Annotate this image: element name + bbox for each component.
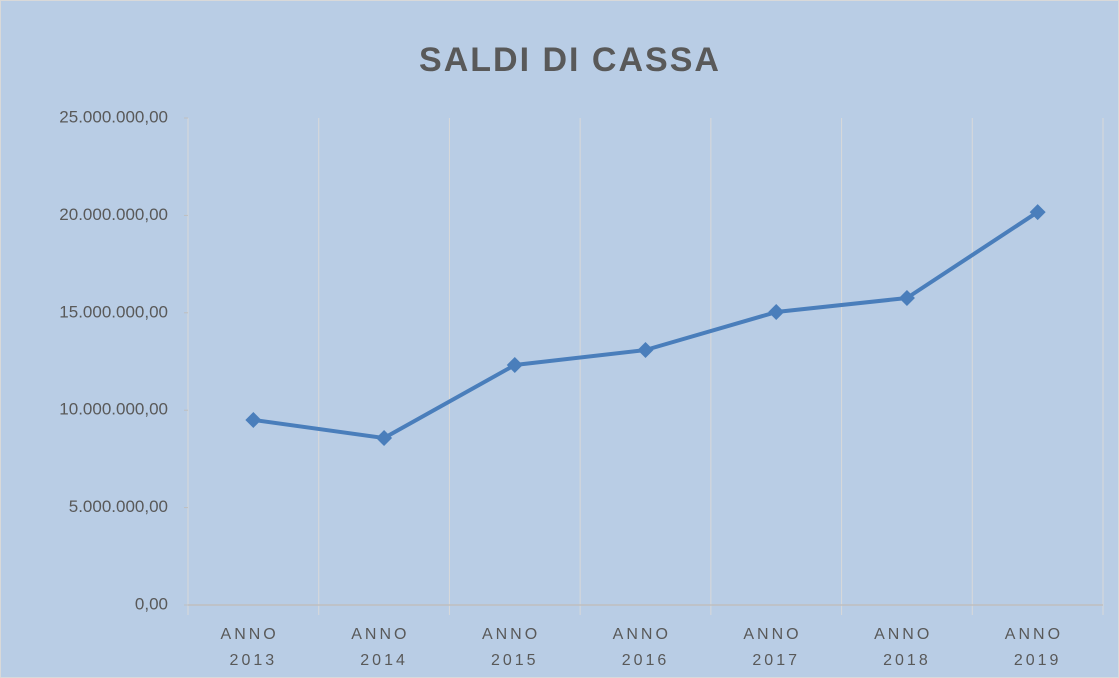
x-tick-label: ANNO 2015 — [482, 626, 548, 669]
data-point — [1029, 204, 1046, 221]
y-tick-label: 10.000.000,00 — [59, 400, 168, 419]
x-tick-label: ANNO 2016 — [613, 626, 679, 669]
x-tick-label: ANNO 2018 — [874, 626, 940, 669]
x-tick-label: ANNO 2017 — [743, 626, 809, 669]
x-tick-label: ANNO 2019 — [1005, 626, 1071, 669]
x-tick-label: ANNO 2014 — [351, 626, 417, 669]
y-tick-label: 15.000.000,00 — [59, 302, 168, 321]
y-tick-label: 20.000.000,00 — [59, 205, 168, 224]
x-tick-label: ANNO 2013 — [221, 626, 287, 669]
y-tick-label: 0,00 — [135, 594, 168, 613]
y-tick-label: 5.000.000,00 — [69, 497, 168, 516]
data-point — [376, 430, 393, 447]
data-point — [768, 304, 785, 321]
data-point — [245, 411, 262, 428]
data-point — [506, 357, 523, 374]
y-tick-label: 25.000.000,00 — [59, 107, 168, 126]
data-point — [898, 289, 915, 306]
data-point — [637, 342, 654, 359]
chart-title: SALDI DI CASSA — [419, 41, 721, 79]
